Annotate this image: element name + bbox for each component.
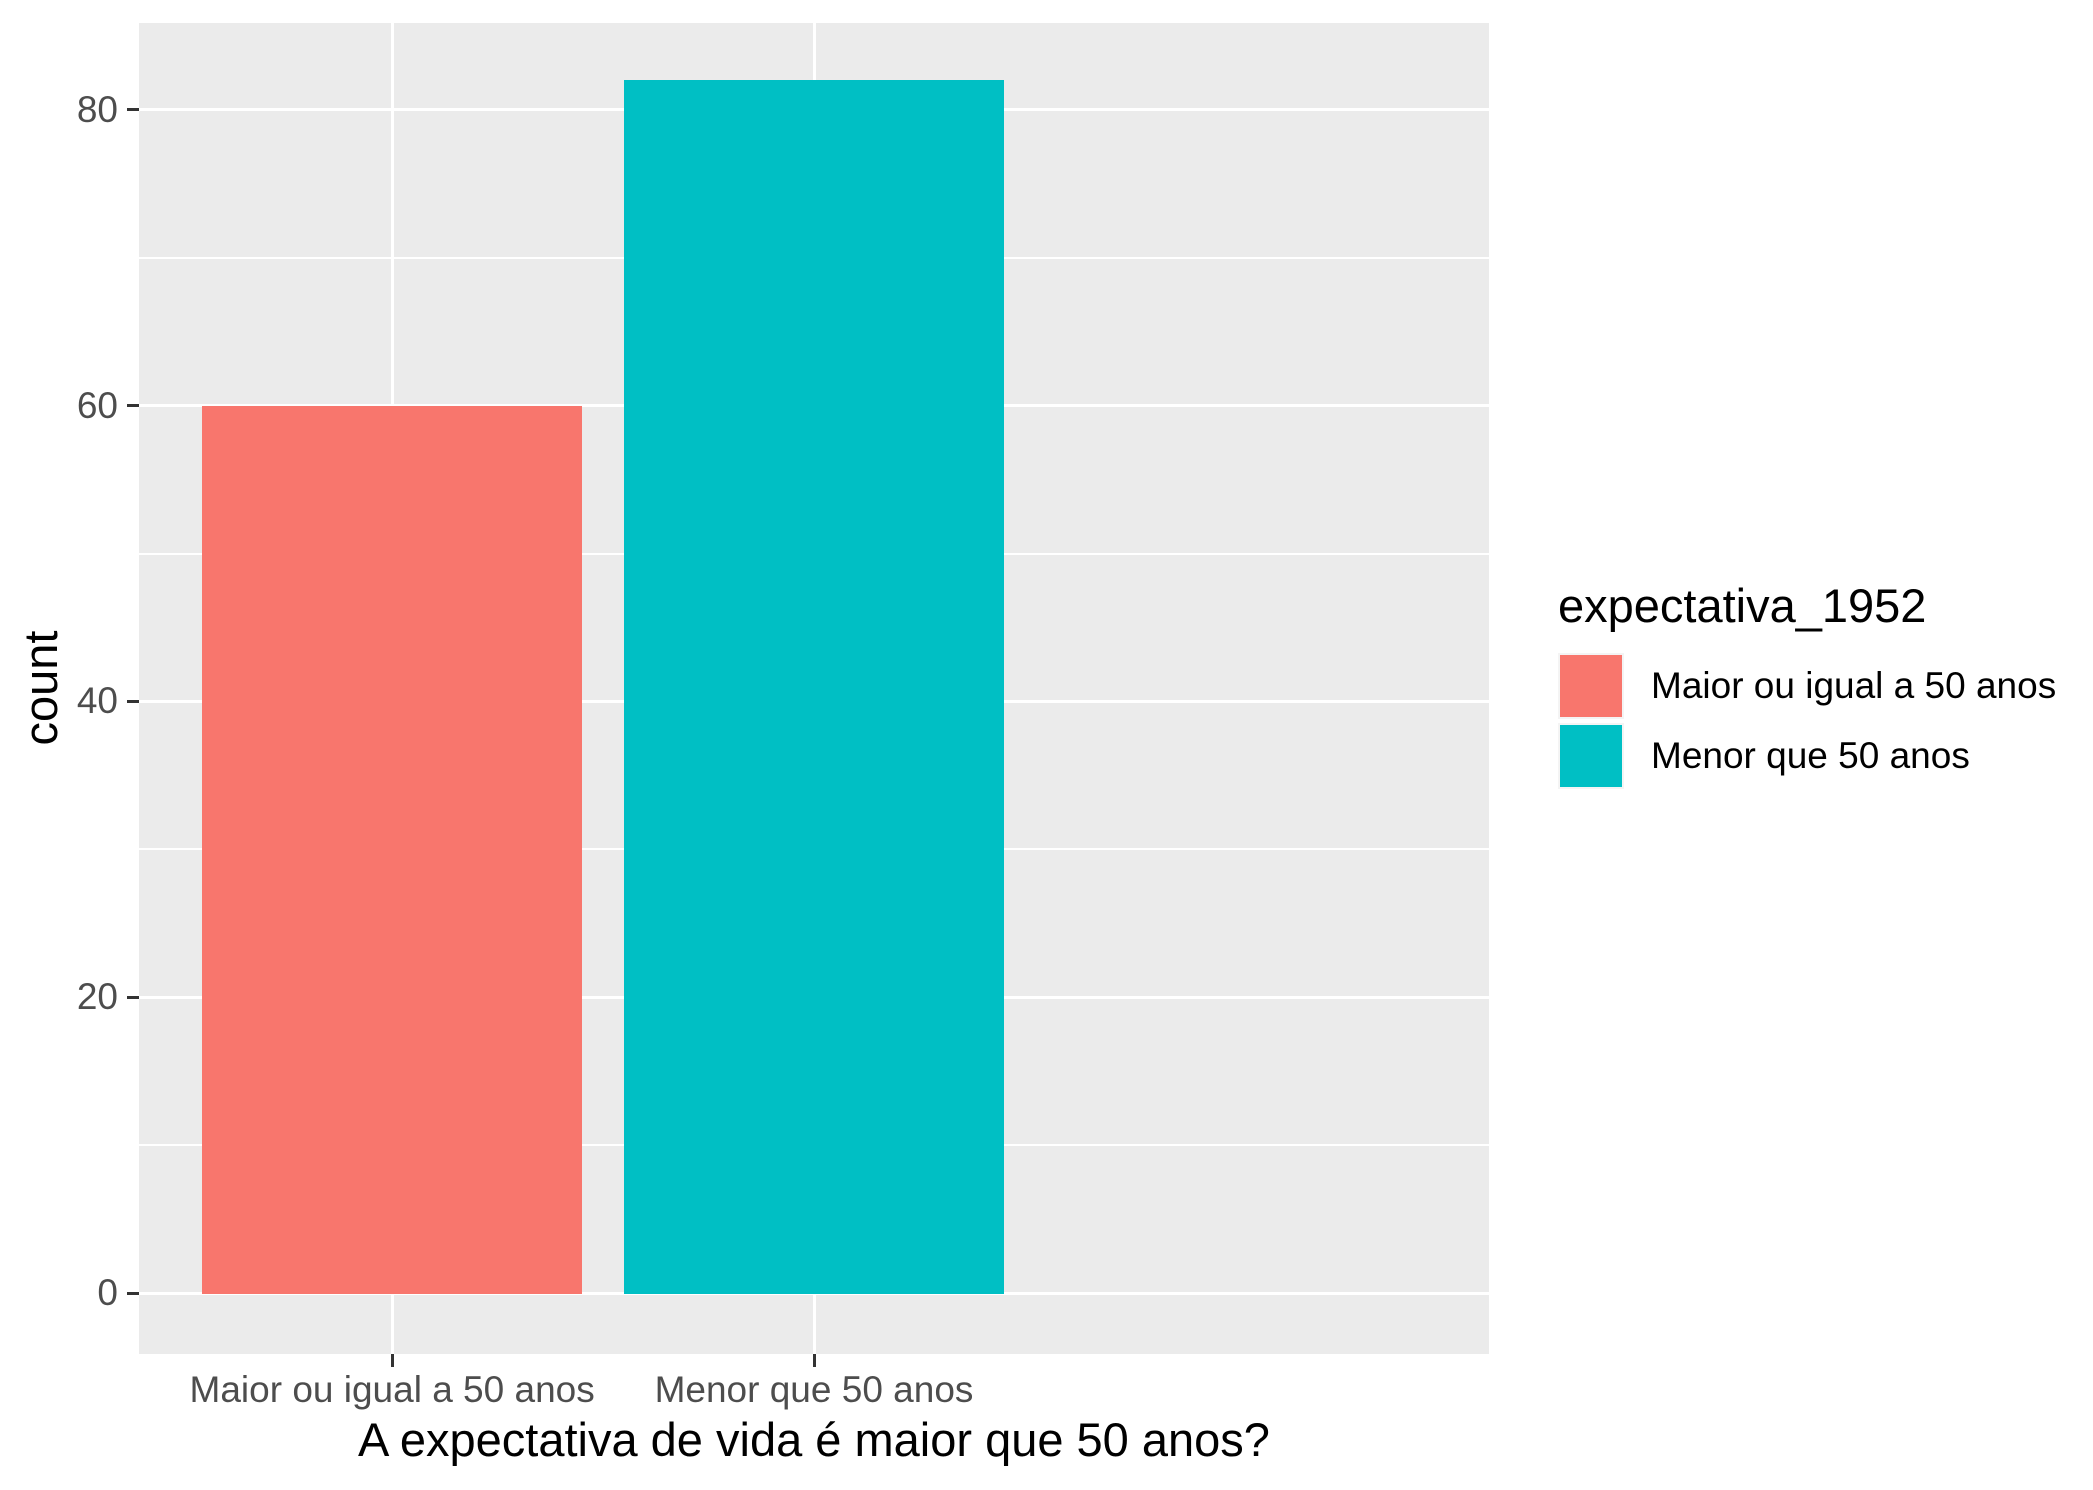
x-tick-mark	[812, 1354, 816, 1367]
y-tick-mark	[127, 404, 139, 408]
x-tick-label: Menor que 50 anos	[654, 1369, 974, 1410]
legend-key: Menor que 50 anos	[1558, 723, 2056, 789]
y-tick-mark	[127, 699, 139, 703]
y-tick-mark	[127, 108, 139, 112]
legend: expectativa_1952 Maior ou igual a 50 ano…	[1558, 578, 2056, 793]
legend-title: expectativa_1952	[1558, 579, 1927, 632]
y-tick-label: 60	[76, 384, 118, 426]
y-tick-label: 20	[76, 976, 118, 1018]
legend-label: Maior ou igual a 50 anos	[1651, 665, 2057, 706]
x-tick-label: Maior ou igual a 50 anos	[189, 1369, 595, 1410]
x-tick-mark	[390, 1354, 394, 1367]
legend-key: Maior ou igual a 50 anos	[1558, 653, 2056, 719]
y-tick-mark	[127, 995, 139, 999]
legend-keys: Maior ou igual a 50 anos Menor que 50 ano…	[1558, 653, 2056, 789]
bar	[202, 405, 582, 1295]
y-tick-label: 40	[76, 680, 118, 722]
legend-swatch	[1558, 723, 1624, 789]
legend-label: Menor que 50 anos	[1651, 735, 1970, 776]
plot-panel	[139, 23, 1489, 1354]
legend-swatch	[1558, 653, 1624, 719]
bar	[624, 80, 1004, 1295]
y-tick-label: 0	[97, 1272, 118, 1313]
x-axis-title: A expectativa de vida é maior que 50 ano…	[358, 1413, 1270, 1466]
y-tick-label: 80	[76, 88, 118, 130]
y-tick-mark	[127, 1291, 139, 1295]
